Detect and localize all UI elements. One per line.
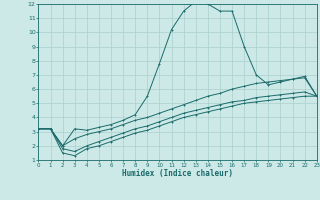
X-axis label: Humidex (Indice chaleur): Humidex (Indice chaleur) bbox=[122, 169, 233, 178]
